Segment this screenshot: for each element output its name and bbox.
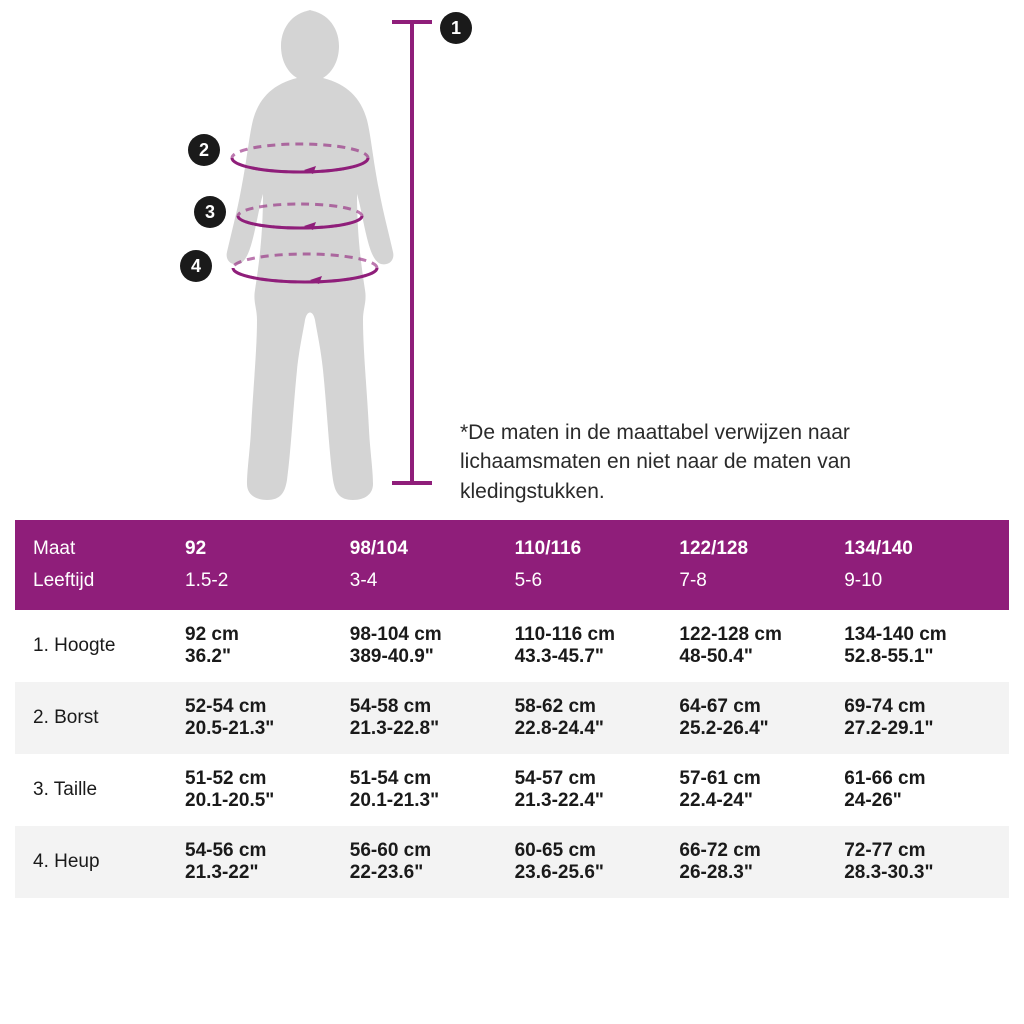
row-taille: 3. Taille 51-52 cm20.1-20.5" 51-54 cm20.… [15, 754, 1009, 826]
hip-ellipse-icon [220, 248, 390, 288]
header-maat-label: Maat [15, 520, 185, 570]
row-heup: 4. Heup 54-56 cm21.3-22" 56-60 cm22-23.6… [15, 826, 1009, 898]
taille-c4: 57-61 cm22.4-24" [679, 754, 844, 826]
header-row-age: Leeftijd 1.5-2 3-4 5-6 7-8 9-10 [15, 570, 1009, 610]
header-age-c2: 3-4 [350, 570, 515, 610]
header-leeftijd-label: Leeftijd [15, 570, 185, 610]
badge-waist: 3 [194, 196, 226, 228]
waist-ellipse-icon [220, 198, 380, 234]
header-size-c5: 134/140 [844, 520, 1009, 570]
header-age-c5: 9-10 [844, 570, 1009, 610]
borst-c1: 52-54 cm20.5-21.3" [185, 682, 350, 754]
row-hoogte: 1. Hoogte 92 cm36.2" 98-104 cm389-40.9" … [15, 610, 1009, 682]
header-size-c1: 92 [185, 520, 350, 570]
row-taille-label: 3. Taille [15, 754, 185, 826]
row-hoogte-label: 1. Hoogte [15, 610, 185, 682]
borst-c3: 58-62 cm22.8-24.4" [515, 682, 680, 754]
height-ruler-icon [410, 20, 414, 485]
header-age-c3: 5-6 [515, 570, 680, 610]
chest-ellipse-icon [220, 138, 380, 178]
header-size-c4: 122/128 [679, 520, 844, 570]
heup-c4: 66-72 cm26-28.3" [679, 826, 844, 898]
hoogte-c5: 134-140 cm52.8-55.1" [844, 610, 1009, 682]
borst-c4: 64-67 cm25.2-26.4" [679, 682, 844, 754]
taille-c3: 54-57 cm21.3-22.4" [515, 754, 680, 826]
header-age-c1: 1.5-2 [185, 570, 350, 610]
row-borst: 2. Borst 52-54 cm20.5-21.3" 54-58 cm21.3… [15, 682, 1009, 754]
header-age-c4: 7-8 [679, 570, 844, 610]
row-borst-label: 2. Borst [15, 682, 185, 754]
hoogte-c1: 92 cm36.2" [185, 610, 350, 682]
badge-height: 1 [440, 12, 472, 44]
borst-c2: 54-58 cm21.3-22.8" [350, 682, 515, 754]
heup-c3: 60-65 cm23.6-25.6" [515, 826, 680, 898]
size-chart-table: Maat 92 98/104 110/116 122/128 134/140 L… [15, 520, 1009, 898]
borst-c5: 69-74 cm27.2-29.1" [844, 682, 1009, 754]
taille-c5: 61-66 cm24-26" [844, 754, 1009, 826]
taille-c2: 51-54 cm20.1-21.3" [350, 754, 515, 826]
row-heup-label: 4. Heup [15, 826, 185, 898]
heup-c5: 72-77 cm28.3-30.3" [844, 826, 1009, 898]
heup-c2: 56-60 cm22-23.6" [350, 826, 515, 898]
body-figure: 1 2 3 4 [170, 10, 450, 500]
taille-c1: 51-52 cm20.1-20.5" [185, 754, 350, 826]
badge-chest: 2 [188, 134, 220, 166]
header-row-size: Maat 92 98/104 110/116 122/128 134/140 [15, 520, 1009, 570]
header-size-c2: 98/104 [350, 520, 515, 570]
disclaimer-text: *De maten in de maattabel verwijzen naar… [460, 418, 890, 506]
hoogte-c4: 122-128 cm48-50.4" [679, 610, 844, 682]
badge-hip: 4 [180, 250, 212, 282]
diagram-area: 1 2 3 4 *De maten in de maattabel verwij… [0, 0, 1024, 520]
heup-c1: 54-56 cm21.3-22" [185, 826, 350, 898]
hoogte-c3: 110-116 cm43.3-45.7" [515, 610, 680, 682]
hoogte-c2: 98-104 cm389-40.9" [350, 610, 515, 682]
header-size-c3: 110/116 [515, 520, 680, 570]
